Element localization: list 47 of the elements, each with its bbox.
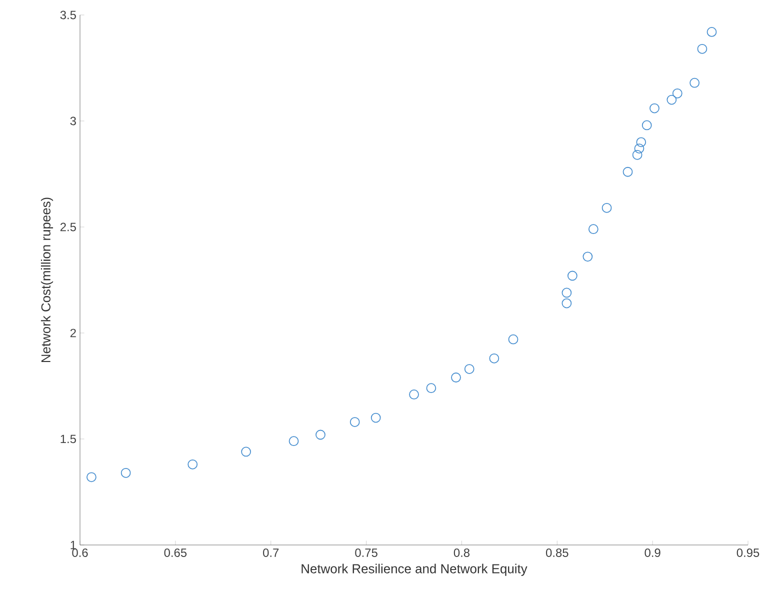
point [650, 103, 660, 114]
point [642, 120, 652, 130]
point [562, 298, 572, 308]
x-axis-title: Network Resilience and Network Equity [302, 564, 528, 576]
x-tick-label: 0.7 [263, 548, 279, 557]
point [464, 364, 474, 374]
point [636, 137, 646, 148]
y-tick-label: 3 [70, 116, 76, 126]
point [697, 44, 708, 54]
point [241, 446, 252, 457]
point [316, 430, 326, 440]
point [602, 202, 612, 213]
point [489, 353, 500, 364]
x-tick-label: 0.6 [72, 548, 88, 557]
x-tick-label: 0.65 [164, 548, 187, 557]
y-axis-title: Network Cost(million rupees) [40, 198, 54, 362]
point [188, 459, 198, 470]
point [672, 88, 682, 98]
y-tick-label: 3.5 [60, 10, 76, 20]
x-tick-label: 0.8 [454, 548, 470, 557]
y-tick-label: 2 [70, 328, 76, 338]
x-tick-label: 0.85 [546, 548, 568, 557]
point [690, 78, 700, 88]
point [370, 412, 381, 423]
point [451, 372, 461, 382]
point [562, 288, 572, 298]
x-tick-label: 0.95 [736, 548, 760, 557]
x-tick-label: 0.75 [355, 548, 378, 557]
y-tick-label: 2.5 [60, 222, 76, 232]
point [582, 252, 593, 262]
point [350, 417, 360, 427]
point [426, 383, 436, 394]
point [632, 150, 642, 160]
point [120, 468, 131, 478]
point [86, 472, 96, 482]
point [588, 224, 598, 234]
point [634, 144, 644, 154]
point [622, 166, 633, 177]
point [409, 390, 419, 400]
point [508, 334, 518, 344]
point [706, 26, 717, 37]
x-tick-label: 0.9 [644, 548, 660, 557]
point [288, 436, 299, 446]
point [666, 94, 677, 105]
y-tick-label: 1 [70, 540, 76, 550]
point [567, 270, 578, 281]
y-tick-label: 1.5 [60, 434, 76, 444]
